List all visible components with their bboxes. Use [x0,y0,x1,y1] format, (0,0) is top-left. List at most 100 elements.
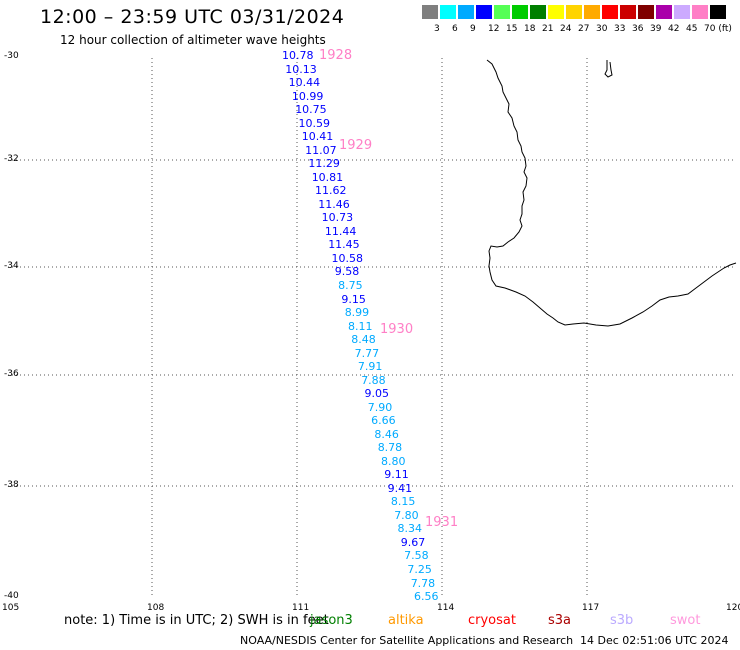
wave-height-value: 9.58 [334,265,360,279]
wave-height-value: 8.46 [374,427,399,441]
legend-swatch [422,5,438,19]
wave-height-value: 10.58 [331,251,364,265]
wave-height-value: 6.56 [414,590,439,603]
wave-height-value: 7.25 [407,563,432,576]
legend-label: 3 [434,24,440,34]
legend-swatch [440,5,456,19]
generated-timestamp: 14 Dec 02:51:06 UTC 2024 [580,634,729,647]
wave-height-value: 7.90 [367,400,393,414]
legend-swatch [656,5,672,19]
latitude-label: -36 [4,369,19,379]
legend-label: 42 [668,24,680,34]
wave-height-value: 9.11 [384,468,409,482]
legend-swatch [458,5,474,19]
wave-height-value: 9.05 [364,387,390,401]
legend-swatch [692,5,708,19]
legend-label: 18 [524,24,536,34]
wave-height-value: 10.13 [285,62,317,76]
wave-height-value: 8.80 [381,454,406,468]
legend-swatch [710,5,726,19]
longitude-label: 114 [437,603,455,613]
pass-label: 1931 [425,515,459,530]
longitude-label: 111 [292,603,310,613]
page-subtitle: 12 hour collection of altimeter wave hei… [60,33,326,47]
latitude-label: -34 [4,261,19,271]
wave-height-value: 9.15 [341,292,366,306]
legend-swatch [602,5,618,19]
wave-height-value: 10.78 [282,49,314,62]
pass-label: 1928 [319,48,353,63]
legend-label: 30 [596,24,608,34]
legend-swatch [548,5,564,19]
legend-swatch [476,5,492,19]
footer-note: note: 1) Time is in UTC; 2) SWH is in fe… [64,613,329,628]
latitude-label: -30 [4,51,19,61]
legend-swatch [620,5,636,19]
longitude-label: 105 [2,603,20,613]
wave-height-value: 8.34 [397,522,423,536]
satellite-label: altika [388,613,424,628]
legend-label: 9 [470,24,476,34]
legend-swatch [638,5,654,19]
wave-height-value: 10.44 [288,76,321,89]
longitude-label: 117 [582,603,600,613]
wave-height-value: 11.44 [324,224,357,238]
legend-swatch [512,5,528,19]
legend-label: 36 [632,24,644,34]
longitude-label: 108 [147,603,165,613]
wave-height-value: 11.29 [308,157,340,171]
legend-swatch [566,5,582,19]
wave-height-value: 8.15 [390,495,416,509]
wave-height-value: 11.07 [305,143,337,157]
wave-height-value: 8.75 [338,278,363,292]
satellite-label: jason3 [310,613,353,628]
satellite-label: s3b [610,613,634,628]
satellite-label: s3a [548,613,572,628]
legend-label: 45 [686,24,698,34]
wave-height-value: 7.88 [361,373,386,387]
wave-height-value: 10.75 [295,103,327,117]
latitude-label: -32 [4,154,19,164]
wave-height-value: 8.48 [351,333,376,346]
wave-height-value: 7.77 [354,346,380,360]
map-grid [8,58,736,598]
latitude-label: -38 [4,480,19,490]
satellite-label: swot [670,613,701,628]
page-title: 12:00 – 23:59 UTC 03/31/2024 [40,6,345,28]
legend-label: 6 [452,24,458,34]
wave-height-value: 7.91 [357,360,383,374]
wave-height-value: 10.99 [291,89,324,103]
credit-text: NOAA/NESDIS Center for Satellite Applica… [240,634,574,647]
legend-swatch [674,5,690,19]
legend-label: 33 [614,24,626,34]
wave-height-value: 10.81 [311,170,344,184]
wave-height-value: 11.46 [318,197,350,211]
wave-height-value: 8.78 [377,441,403,455]
latitude-label: -40 [4,591,19,601]
legend-swatch [530,5,546,19]
legend-label: 15 [506,24,518,34]
wave-height-value: 11.62 [315,184,347,198]
longitude-label: 120 [726,603,740,613]
wave-height-value: 10.59 [298,116,331,130]
pass-label: 1930 [380,322,414,337]
wave-height-value: 9.67 [400,535,426,549]
legend-swatch [494,5,510,19]
legend-label: 21 [542,24,554,34]
wave-height-value: 8.99 [344,306,370,319]
wave-height-value: 7.80 [394,508,419,522]
wave-height-value: 7.78 [410,576,436,590]
coastline-australia [486,59,737,327]
legend-label: 39 [650,24,662,34]
wave-height-value: 10.73 [321,211,354,225]
pass-label: 1929 [339,138,373,153]
legend-label: 70 (ft) [704,24,732,34]
wave-height-value: 10.41 [301,130,334,144]
legend-label: 24 [560,24,572,34]
wave-height-value: 7.58 [404,549,429,563]
legend-label: 27 [578,24,590,34]
satellite-label: cryosat [468,613,516,628]
wave-height-value: 9.41 [387,481,413,495]
wave-height-value: 8.11 [348,319,373,333]
